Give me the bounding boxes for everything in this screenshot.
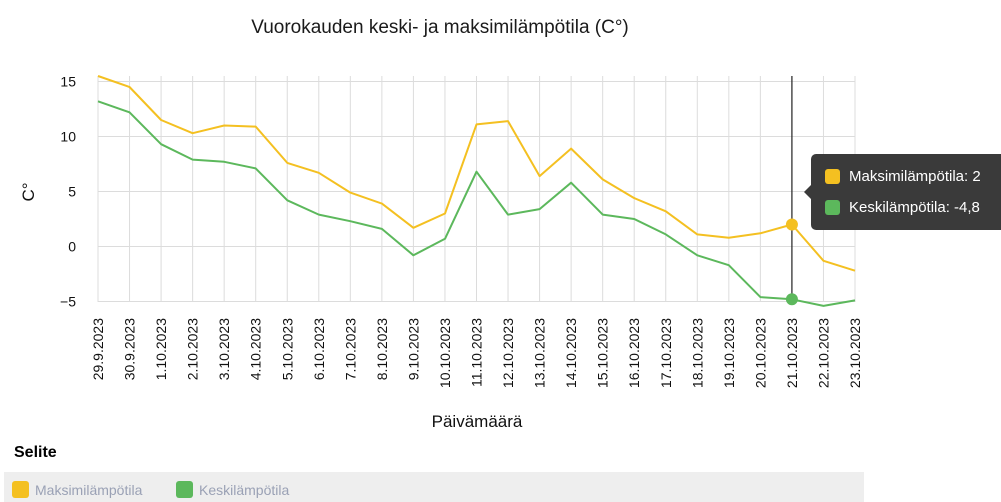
x-tick-label: 13.10.2023 bbox=[532, 318, 548, 388]
x-tick-label: 11.10.2023 bbox=[469, 318, 485, 387]
grid bbox=[97, 76, 856, 302]
x-tick-label: 3.10.2023 bbox=[216, 318, 232, 380]
hover-markers bbox=[785, 218, 798, 306]
y-tick-label: 0 bbox=[68, 239, 76, 255]
tooltip-arrow bbox=[804, 185, 811, 199]
chart-title: Vuorokauden keski- ja maksimilämpötila (… bbox=[251, 17, 629, 38]
series bbox=[97, 75, 856, 307]
series-line-max bbox=[97, 75, 856, 272]
legend: Maksimilämpötila Keskilämpötila bbox=[4, 472, 864, 502]
y-axis-ticks: 15 10 5 0 −5 bbox=[60, 74, 76, 310]
tooltip-label-max: Maksimilämpötila: 2 bbox=[849, 168, 981, 185]
tooltip-swatch-max bbox=[825, 169, 840, 184]
y-tick-label: −5 bbox=[60, 294, 76, 310]
x-axis-ticks: 29.9.2023 30.9.2023 1.10.2023 2.10.2023 3.10… bbox=[90, 318, 863, 388]
tooltip-row-max: Maksimilämpötila: 2 bbox=[825, 168, 981, 185]
x-tick-label: 18.10.2023 bbox=[689, 318, 705, 388]
tooltip-label-avg: Keskilämpötila: -4,8 bbox=[849, 199, 980, 216]
x-tick-label: 20.10.2023 bbox=[752, 318, 768, 388]
x-tick-label: 21.10.2023 bbox=[784, 318, 800, 388]
legend-title: Selite bbox=[14, 444, 57, 461]
x-tick-label: 14.10.2023 bbox=[563, 318, 579, 388]
y-tick-label: 5 bbox=[68, 184, 76, 200]
x-tick-label: 12.10.2023 bbox=[500, 318, 516, 388]
x-tick-label: 17.10.2023 bbox=[658, 318, 674, 388]
legend-item-avg[interactable]: Keskilämpötila bbox=[176, 481, 289, 498]
x-tick-label: 19.10.2023 bbox=[721, 318, 737, 388]
x-tick-label: 15.10.2023 bbox=[595, 318, 611, 388]
x-tick-label: 4.10.2023 bbox=[248, 318, 264, 380]
y-tick-label: 15 bbox=[60, 74, 76, 90]
x-tick-label: 10.10.2023 bbox=[437, 318, 453, 388]
x-tick-label: 23.10.2023 bbox=[847, 318, 863, 388]
x-tick-label: 1.10.2023 bbox=[153, 318, 169, 380]
y-axis-label: C° bbox=[19, 182, 38, 201]
legend-label-avg: Keskilämpötila bbox=[199, 481, 290, 498]
x-tick-label: 30.9.2023 bbox=[122, 318, 138, 380]
x-tick-label: 22.10.2023 bbox=[815, 318, 831, 388]
tooltip-row-avg: Keskilämpötila: -4,8 bbox=[825, 199, 980, 216]
x-tick-label: 5.10.2023 bbox=[279, 318, 295, 380]
legend-item-max[interactable]: Maksimilämpötila bbox=[12, 481, 142, 498]
x-tick-label: 2.10.2023 bbox=[185, 318, 201, 380]
hover-marker-avg[interactable] bbox=[785, 293, 798, 306]
series-line-avg bbox=[97, 100, 856, 307]
temperature-chart: Vuorokauden keski- ja maksimilämpötila (… bbox=[19, 17, 863, 431]
x-tick-label: 16.10.2023 bbox=[626, 318, 642, 388]
legend-swatch-avg bbox=[176, 481, 193, 498]
x-axis-label: Päivämäärä bbox=[432, 412, 523, 431]
x-tick-label: 7.10.2023 bbox=[342, 318, 358, 380]
legend-label-max: Maksimilämpötila bbox=[35, 481, 143, 498]
legend-swatch-max bbox=[12, 481, 29, 498]
x-tick-label: 6.10.2023 bbox=[311, 318, 327, 380]
chart-tooltip: Maksimilämpötila: 2 Keskilämpötila: -4,8 bbox=[804, 154, 1001, 230]
x-tick-label: 8.10.2023 bbox=[374, 318, 390, 380]
x-tick-label: 29.9.2023 bbox=[90, 318, 106, 380]
y-tick-label: 10 bbox=[60, 129, 76, 145]
tooltip-swatch-avg bbox=[825, 200, 840, 215]
hover-marker-max[interactable] bbox=[785, 218, 798, 231]
x-tick-label: 9.10.2023 bbox=[405, 318, 421, 380]
